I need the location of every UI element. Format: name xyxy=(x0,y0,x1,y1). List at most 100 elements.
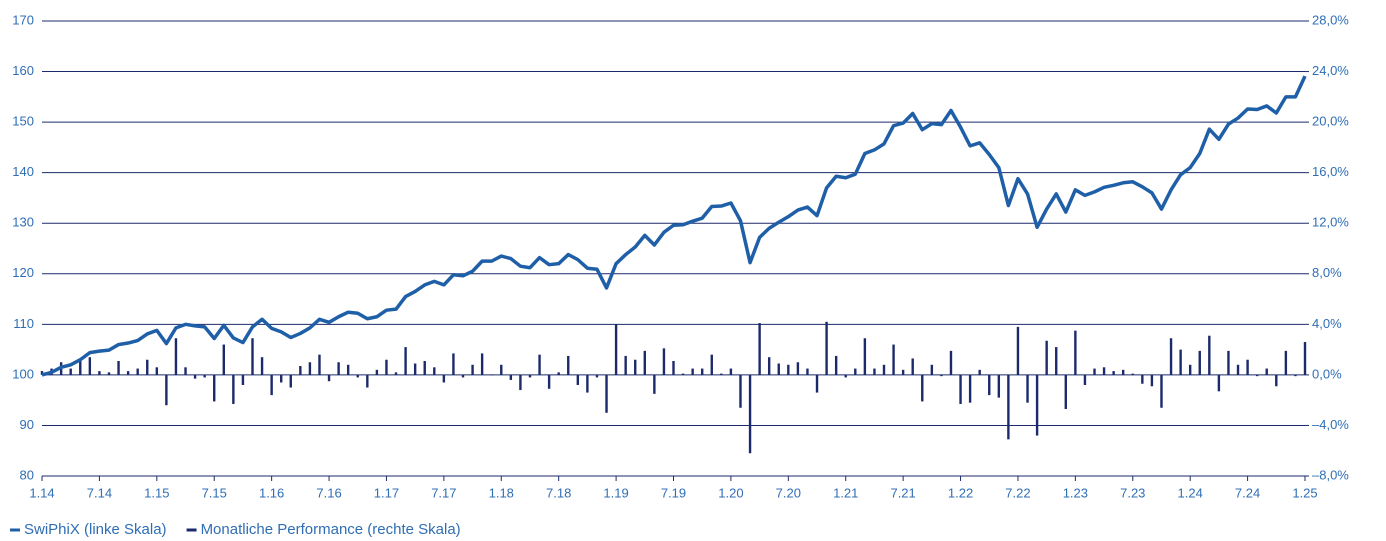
bar xyxy=(500,364,503,375)
bar xyxy=(280,374,283,383)
x-tick-label: 1.22 xyxy=(948,485,973,500)
y2-tick-label: 0,0% xyxy=(1312,366,1342,381)
y-tick-label: 110 xyxy=(13,316,34,331)
x-tick-label: 7.17 xyxy=(431,485,456,500)
bar xyxy=(892,344,895,375)
bar xyxy=(337,362,340,375)
y-tick-label: 160 xyxy=(12,63,34,78)
bar xyxy=(854,368,857,375)
bar xyxy=(968,374,972,403)
bar xyxy=(385,359,388,375)
bar xyxy=(251,338,254,375)
x-tick-label: 1.17 xyxy=(374,485,399,500)
y2-tick-label: 12,0% xyxy=(1312,215,1349,230)
bar xyxy=(614,324,618,375)
bar xyxy=(232,374,235,404)
bar xyxy=(1303,342,1307,375)
bar xyxy=(1007,374,1010,440)
bar xyxy=(901,369,905,375)
bar xyxy=(834,355,838,375)
bar xyxy=(767,357,771,375)
bar xyxy=(528,374,532,378)
x-tick-label: 1.19 xyxy=(603,485,628,500)
bar xyxy=(557,372,560,375)
bar xyxy=(1026,374,1029,403)
y-tick-label: 90 xyxy=(20,417,34,432)
bar xyxy=(136,368,139,375)
bar xyxy=(184,367,187,375)
bar xyxy=(844,374,847,378)
y-tick-label: 130 xyxy=(12,215,34,230)
bar xyxy=(806,368,809,375)
bar xyxy=(423,360,426,375)
bar xyxy=(720,373,723,375)
bar xyxy=(1294,374,1297,377)
bar xyxy=(1160,374,1163,408)
bar xyxy=(662,348,666,375)
y-tick-label: 140 xyxy=(12,164,34,179)
bar xyxy=(174,338,178,375)
bar xyxy=(567,355,570,375)
bar xyxy=(213,374,216,402)
bar xyxy=(1217,374,1221,392)
bar xyxy=(146,359,149,375)
x-tick-label: 7.22 xyxy=(1005,485,1030,500)
bar xyxy=(117,360,120,375)
bar xyxy=(586,374,589,393)
x-tick-label: 7.16 xyxy=(316,485,341,500)
x-tick-label: 7.20 xyxy=(776,485,801,500)
bar xyxy=(1055,347,1058,375)
bar xyxy=(1131,373,1134,375)
bar xyxy=(634,359,637,375)
bar xyxy=(758,323,761,375)
bar xyxy=(1169,338,1173,375)
bar xyxy=(873,368,876,375)
bar xyxy=(1150,374,1154,387)
x-tick-label: 7.24 xyxy=(1235,485,1260,500)
y2-tick-label: –8,0% xyxy=(1312,467,1349,482)
bar xyxy=(203,374,206,378)
bar xyxy=(79,358,82,375)
x-tick-label: 1.25 xyxy=(1292,485,1317,500)
bar xyxy=(394,372,398,375)
bar xyxy=(1246,359,1249,375)
bar xyxy=(308,362,312,375)
bar xyxy=(921,374,924,402)
bar xyxy=(547,374,551,389)
bar xyxy=(1236,364,1240,375)
bar xyxy=(1227,350,1230,375)
bar xyxy=(653,374,656,394)
bar xyxy=(480,353,484,375)
bar xyxy=(1045,340,1048,375)
bar xyxy=(605,374,608,413)
x-tick-label: 1.21 xyxy=(833,485,858,500)
x-tick-label: 1.24 xyxy=(1178,485,1203,500)
bar xyxy=(1198,350,1201,375)
bar xyxy=(509,374,513,380)
bar xyxy=(940,374,943,377)
bar xyxy=(911,358,914,375)
y-tick-label: 120 xyxy=(12,265,34,280)
bar xyxy=(98,371,101,375)
bar xyxy=(260,357,264,375)
y2-tick-label: 8,0% xyxy=(1312,265,1342,280)
bar xyxy=(739,374,742,408)
bar xyxy=(643,350,646,375)
bar xyxy=(241,374,245,385)
x-tick-label: 7.15 xyxy=(202,485,227,500)
bar xyxy=(729,368,733,375)
bar xyxy=(356,374,359,378)
bar xyxy=(959,374,962,404)
bar xyxy=(949,350,953,375)
y2-tick-label: 28,0% xyxy=(1312,12,1349,27)
bar xyxy=(691,368,694,375)
bar xyxy=(270,374,273,396)
legend-label: Monatliche Performance (rechte Skala) xyxy=(201,521,461,538)
y-tick-label: 80 xyxy=(20,467,34,482)
bar xyxy=(490,374,493,376)
bar xyxy=(815,374,819,393)
x-tick-label: 7.23 xyxy=(1120,485,1145,500)
bar xyxy=(538,354,541,375)
bar xyxy=(930,364,934,375)
x-tick-label: 1.23 xyxy=(1063,485,1088,500)
